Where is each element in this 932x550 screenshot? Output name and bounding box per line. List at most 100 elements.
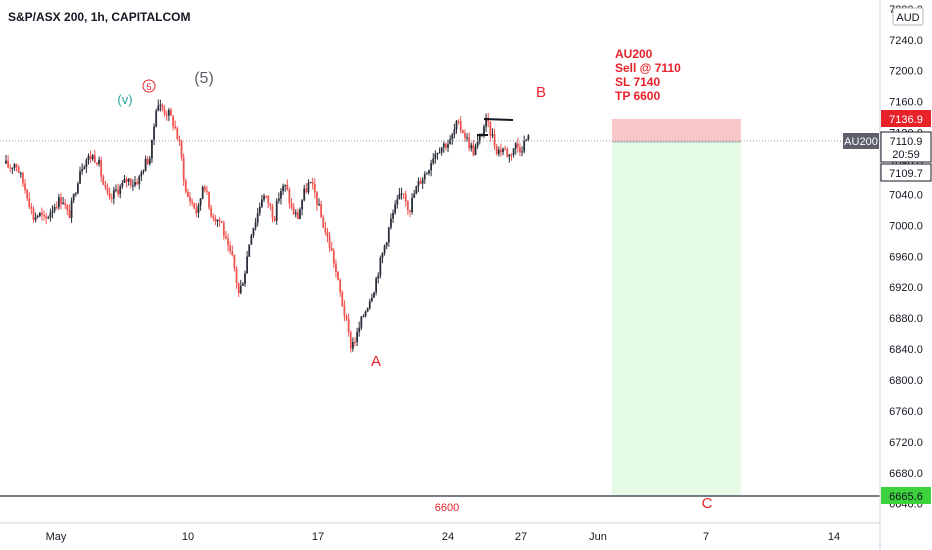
candle-body: [98, 159, 100, 165]
candle-body: [356, 332, 358, 343]
trade-note-line-3: SL 7140: [615, 75, 660, 89]
wave-label-v: (v): [117, 92, 132, 107]
stop-loss-zone: [612, 119, 741, 142]
candle-body: [502, 148, 504, 153]
trade-note: AU200 Sell @ 7110 SL 7140 TP 6600: [615, 47, 681, 103]
candle-body: [24, 183, 26, 190]
candle-body: [144, 158, 147, 172]
candle-body: [296, 212, 299, 219]
candle-body: [199, 198, 202, 206]
chart-title: S&P/ASX 200, 1h, CAPITALCOM: [8, 10, 190, 24]
candle-body: [68, 210, 71, 219]
candle-body: [165, 114, 168, 116]
candle-body: [301, 200, 303, 210]
currency-badge[interactable]: AUD: [892, 7, 924, 26]
candle-body: [305, 188, 308, 193]
candle-body: [51, 210, 54, 213]
candle-body: [244, 273, 246, 284]
candle-body: [237, 282, 240, 294]
candle-body: [440, 147, 443, 153]
candle-body: [269, 203, 272, 207]
candle-body: [277, 198, 280, 201]
y-tick-label: 6840.0: [889, 344, 923, 356]
candle-body: [231, 251, 234, 255]
wave-label-c: C: [702, 495, 713, 512]
candle-body: [337, 272, 339, 280]
candle-body: [434, 153, 437, 159]
candle-body: [504, 148, 507, 150]
candle-body: [136, 181, 139, 185]
candle-body: [212, 216, 215, 219]
y-tick-label: 7200.0: [889, 66, 923, 78]
candle-body: [45, 216, 48, 219]
candle-body: [222, 222, 225, 237]
candle-body: [271, 206, 274, 219]
price-axis[interactable]: 7280.07240.07200.07160.07120.07080.07040…: [879, 0, 932, 550]
target-tag-text: 6665.6: [889, 491, 923, 503]
entry-tag-text: 7109.7: [889, 168, 923, 180]
target-zone: [612, 142, 741, 496]
candle-body: [250, 235, 253, 245]
x-tick-label: 10: [182, 531, 194, 543]
candle-body: [519, 147, 521, 153]
candle-body: [26, 189, 29, 199]
x-tick-label: 7: [703, 531, 709, 543]
candle-body: [127, 178, 130, 182]
candle-body: [193, 202, 196, 209]
candle-body: [70, 200, 73, 219]
candle-body: [32, 208, 35, 220]
candle-body: [13, 164, 16, 168]
candle-body: [66, 205, 69, 211]
candle-body: [364, 311, 367, 317]
candle-body: [167, 109, 170, 116]
candle-body: [87, 155, 90, 161]
candle-body: [208, 191, 210, 208]
candle-body: [19, 172, 22, 174]
candle-body: [328, 236, 331, 249]
candle-body: [417, 181, 420, 187]
candle-body: [320, 204, 323, 218]
y-tick-label: 7160.0: [889, 97, 923, 109]
candle-body: [110, 197, 113, 199]
symbol-tag: AU200: [843, 133, 879, 149]
candle-body: [153, 126, 155, 140]
candle-body: [100, 159, 103, 177]
candle-body: [370, 297, 373, 302]
candle-body: [79, 171, 81, 184]
candle-body: [423, 173, 426, 180]
candle-body: [406, 201, 409, 211]
candle-body: [379, 257, 382, 276]
candle-body: [227, 238, 229, 246]
candle-body: [442, 143, 445, 148]
y-tick-label: 6880.0: [889, 313, 923, 325]
candle-body: [284, 184, 287, 187]
candle-body: [472, 144, 475, 156]
candle-body: [191, 201, 194, 203]
candle-body: [218, 219, 221, 222]
candle-body: [470, 144, 473, 149]
candle-body: [9, 167, 12, 169]
candle-body: [491, 134, 494, 136]
candle-body: [132, 185, 134, 187]
candle-body: [81, 169, 84, 172]
candle-body: [394, 204, 397, 213]
candle-body: [233, 254, 236, 268]
time-axis[interactable]: May 10 17 24 27 Jun 7 14: [0, 522, 880, 543]
x-tick-label: May: [46, 531, 67, 543]
candle-body: [527, 135, 530, 140]
wave-label-5-paren: (5): [194, 70, 214, 87]
candle-body: [151, 139, 153, 159]
candle-body: [106, 187, 109, 193]
symbol-tag-text: AU200: [844, 136, 878, 148]
candle-body: [307, 182, 310, 193]
candle-body: [436, 153, 439, 155]
y-tick-label: 7040.0: [889, 189, 923, 201]
level-label: 6600: [435, 502, 459, 514]
x-tick-label: 17: [312, 531, 324, 543]
candle-body: [220, 221, 223, 223]
candle-body: [373, 292, 375, 298]
candle-body: [303, 188, 306, 201]
candle-body: [239, 285, 242, 294]
candle-body: [521, 151, 523, 153]
